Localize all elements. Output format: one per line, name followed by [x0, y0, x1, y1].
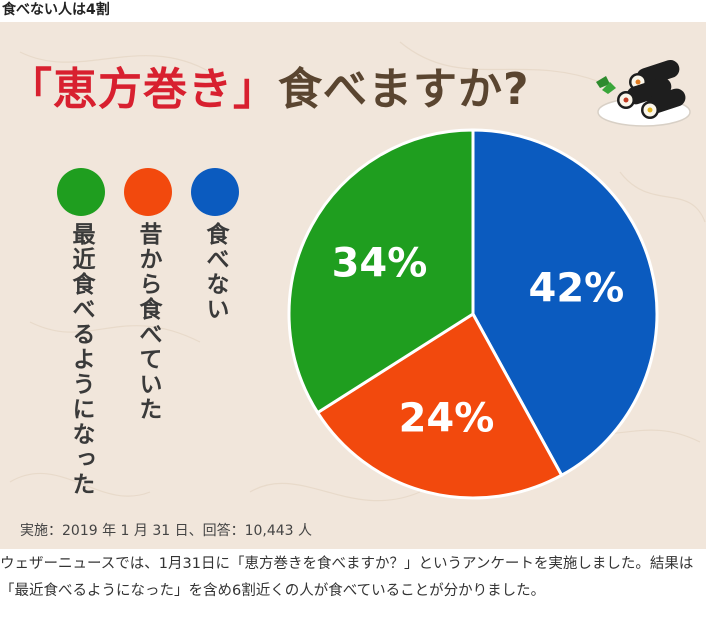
legend-label-always: 昔から食べていた	[135, 222, 161, 422]
chart-title: 「恵方巻き」食べますか?	[8, 62, 530, 118]
infographic-card: 「恵方巻き」食べますか? 最近食べるようになった 昔から食べていた 食べない 4…	[0, 22, 706, 549]
pie-slice-not-eating	[471, 128, 659, 478]
legend-label-recent: 最近食べるようになった	[68, 222, 94, 497]
pie-chart: 42% 24% 34%	[287, 128, 659, 500]
article-caption: ウェザーニュースでは、1月31日に「恵方巻きを食べますか？」というアンケートを実…	[0, 556, 694, 599]
legend-swatch-not-eating	[191, 168, 239, 216]
pie-label-recent: 34%	[332, 241, 428, 287]
legend-swatch-always	[124, 168, 172, 216]
pie-slice-always	[315, 311, 564, 500]
pie-label-always: 24%	[399, 395, 495, 441]
ehomaki-sushi-rolls-icon	[596, 59, 691, 127]
legend-label-not-eating: 食べない	[202, 222, 228, 322]
page-heading: 食べない人は4割	[2, 2, 110, 18]
pie-slice-recent	[287, 128, 475, 415]
pie-label-not-eating: 42%	[528, 265, 624, 311]
title-rest: 食べますか?	[278, 64, 530, 115]
title-accent: 「恵方巻き」	[8, 64, 278, 115]
legend-swatch-recent	[57, 168, 105, 216]
survey-footnote: 実施：2019 年 1 月 31 日、回答：10,443 人	[20, 523, 313, 539]
